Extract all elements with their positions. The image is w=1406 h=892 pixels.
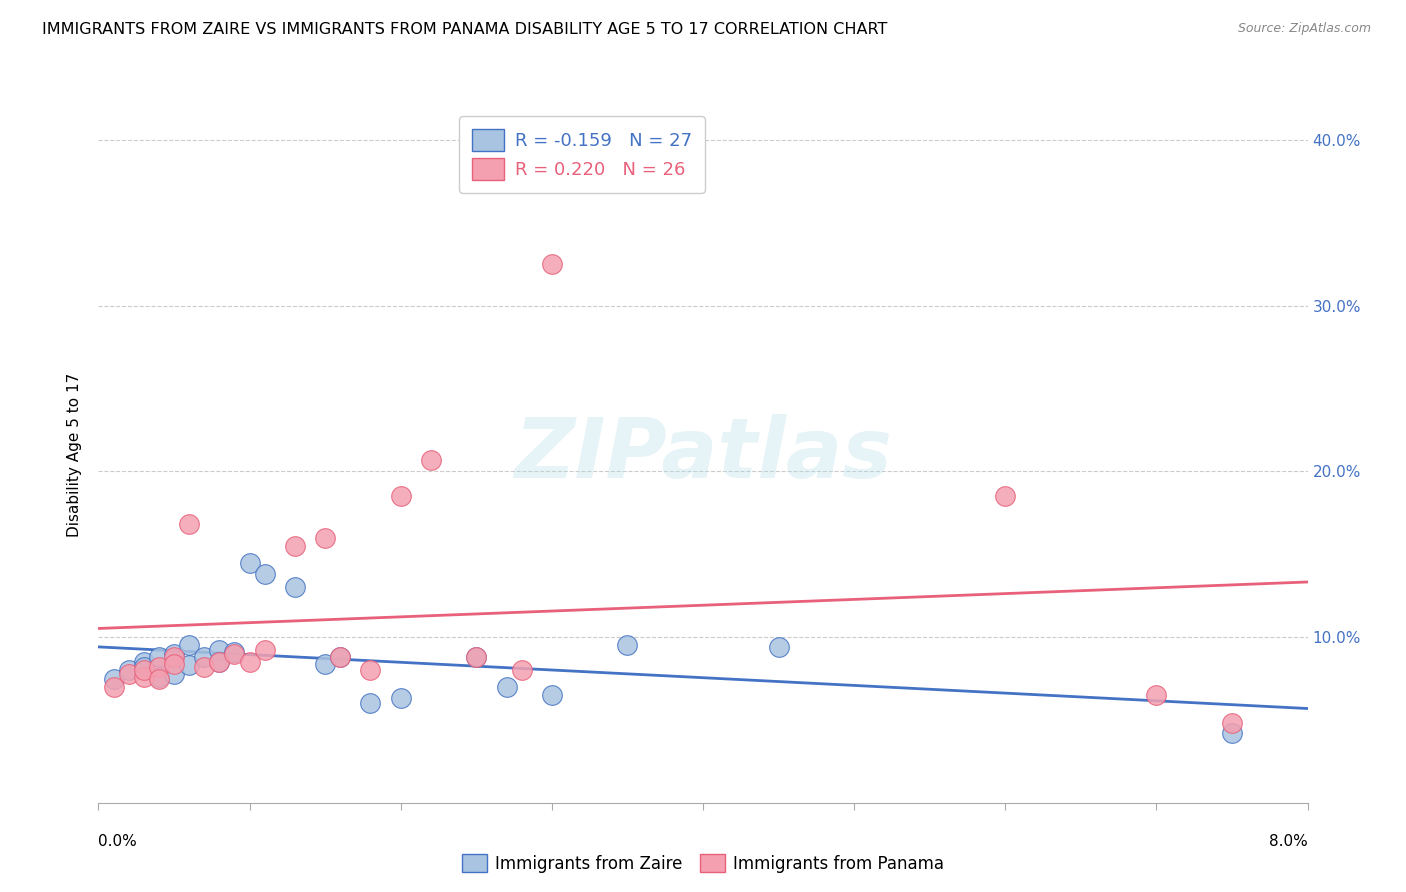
- Point: [616, 639, 638, 653]
- Point: [360, 697, 382, 711]
- Point: [132, 663, 155, 677]
- Point: [193, 650, 215, 665]
- Point: [360, 663, 382, 677]
- Point: [132, 670, 155, 684]
- Point: [329, 650, 352, 665]
- Legend: Immigrants from Zaire, Immigrants from Panama: Immigrants from Zaire, Immigrants from P…: [456, 847, 950, 880]
- Text: Source: ZipAtlas.com: Source: ZipAtlas.com: [1237, 22, 1371, 36]
- Point: [163, 647, 186, 661]
- Point: [465, 650, 488, 665]
- Text: IMMIGRANTS FROM ZAIRE VS IMMIGRANTS FROM PANAMA DISABILITY AGE 5 TO 17 CORRELATI: IMMIGRANTS FROM ZAIRE VS IMMIGRANTS FROM…: [42, 22, 887, 37]
- Point: [103, 672, 125, 686]
- Point: [148, 670, 170, 684]
- Point: [132, 660, 155, 674]
- Text: 0.0%: 0.0%: [98, 834, 138, 849]
- Point: [329, 650, 352, 665]
- Point: [179, 639, 201, 653]
- Point: [163, 657, 186, 671]
- Text: 8.0%: 8.0%: [1268, 834, 1308, 849]
- Text: ZIPatlas: ZIPatlas: [515, 415, 891, 495]
- Point: [208, 655, 231, 669]
- Point: [541, 257, 564, 271]
- Point: [208, 655, 231, 669]
- Point: [103, 680, 125, 694]
- Point: [284, 581, 307, 595]
- Point: [179, 517, 201, 532]
- Legend: R = -0.159   N = 27, R = 0.220   N = 26: R = -0.159 N = 27, R = 0.220 N = 26: [460, 116, 704, 193]
- Point: [224, 645, 246, 659]
- Point: [994, 489, 1017, 503]
- Point: [163, 666, 186, 681]
- Point: [179, 658, 201, 673]
- Point: [163, 650, 186, 665]
- Point: [1220, 726, 1243, 740]
- Point: [132, 655, 155, 669]
- Point: [495, 680, 517, 694]
- Point: [284, 539, 307, 553]
- Point: [193, 660, 215, 674]
- Point: [208, 643, 231, 657]
- Point: [148, 650, 170, 665]
- Point: [768, 640, 790, 654]
- Y-axis label: Disability Age 5 to 17: Disability Age 5 to 17: [67, 373, 83, 537]
- Point: [389, 691, 412, 706]
- Point: [1220, 716, 1243, 731]
- Point: [465, 650, 488, 665]
- Point: [314, 657, 336, 671]
- Point: [1146, 688, 1168, 702]
- Point: [314, 531, 336, 545]
- Point: [118, 666, 141, 681]
- Point: [253, 567, 276, 582]
- Point: [253, 643, 276, 657]
- Point: [148, 660, 170, 674]
- Point: [420, 453, 443, 467]
- Point: [224, 647, 246, 661]
- Point: [239, 655, 262, 669]
- Point: [389, 489, 412, 503]
- Point: [541, 688, 564, 702]
- Point: [510, 663, 533, 677]
- Point: [118, 663, 141, 677]
- Point: [239, 556, 262, 570]
- Point: [148, 672, 170, 686]
